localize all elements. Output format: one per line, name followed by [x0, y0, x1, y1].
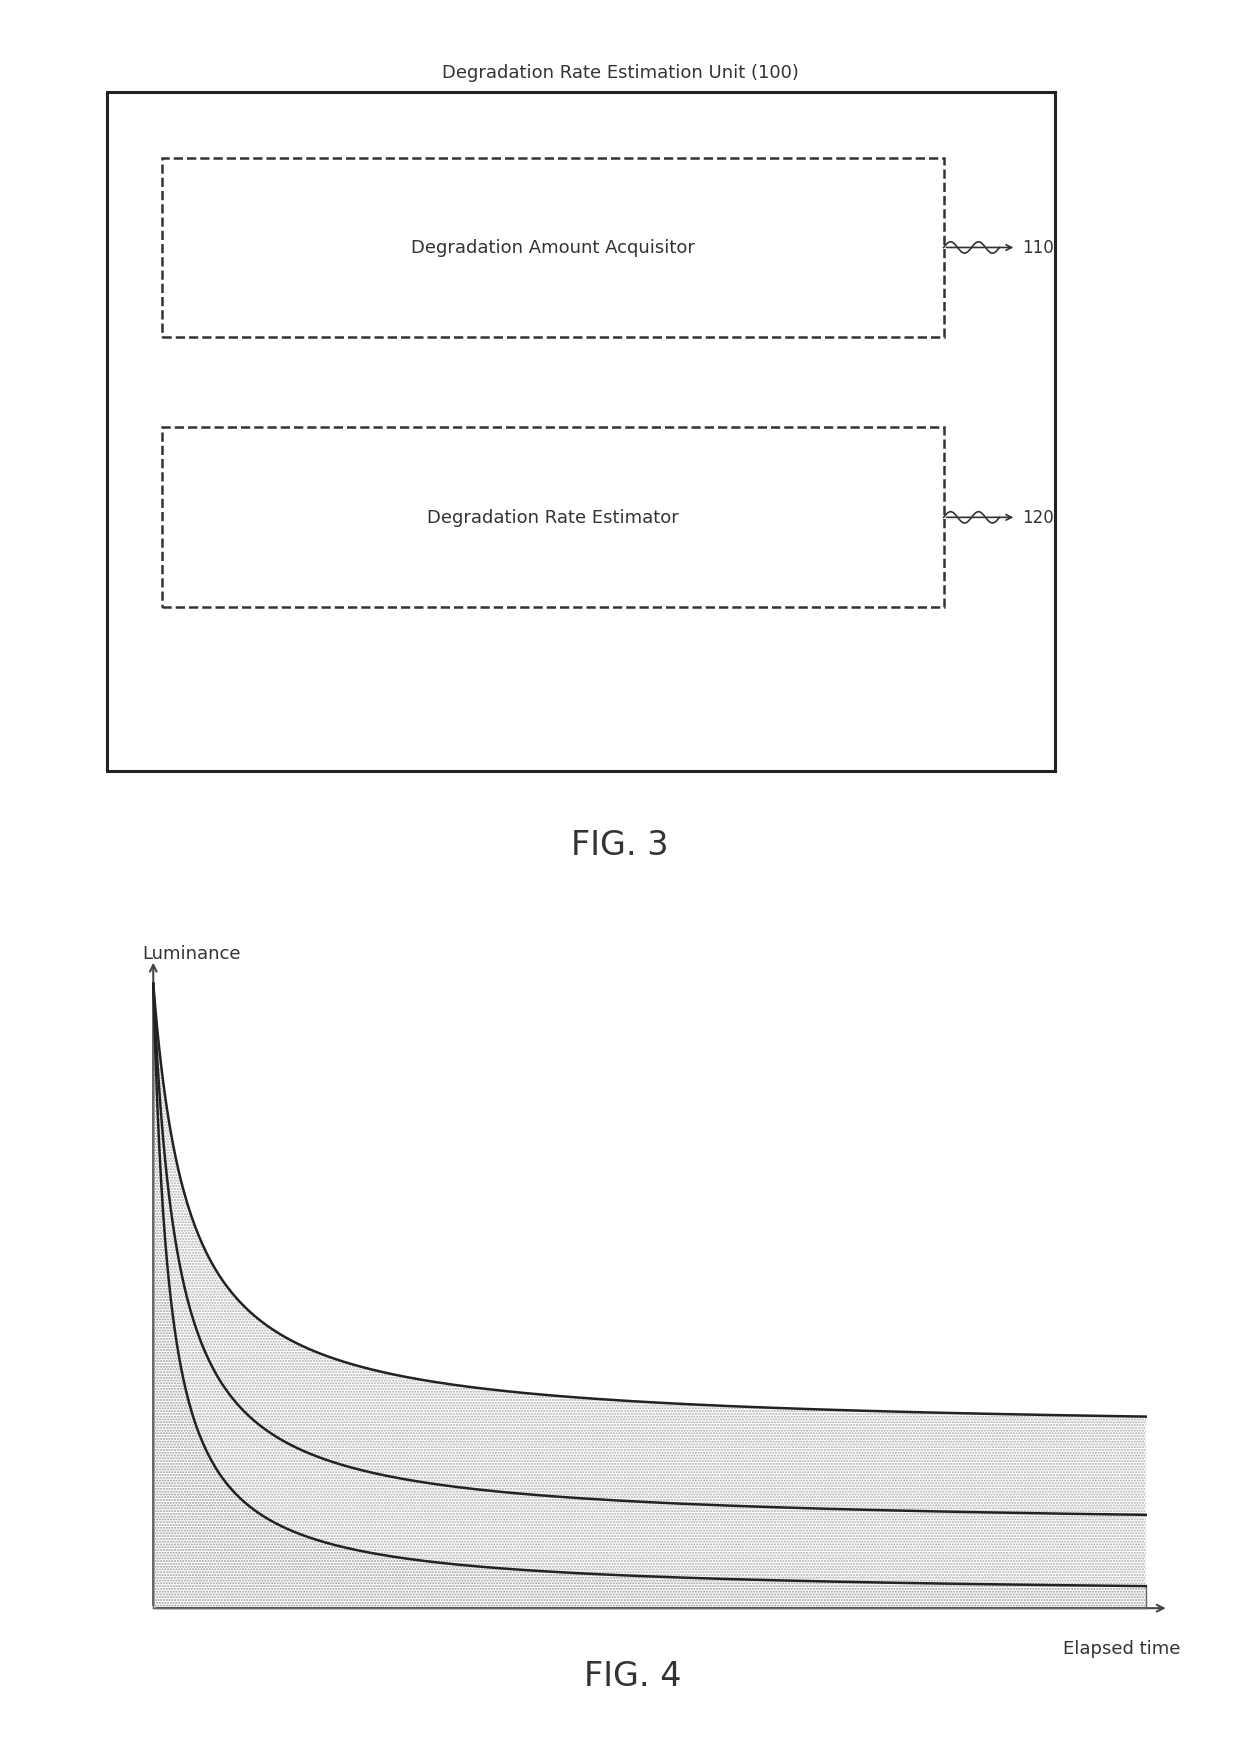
Text: FIG. 3: FIG. 3: [572, 828, 668, 861]
Bar: [162, 428, 944, 609]
Text: Degradation Amount Acquisitor: Degradation Amount Acquisitor: [412, 240, 694, 257]
Bar: [107, 92, 1055, 772]
Bar: [162, 158, 944, 337]
Text: 110: 110: [1022, 240, 1054, 257]
Text: Luminance: Luminance: [141, 944, 241, 962]
Text: 120: 120: [1022, 510, 1054, 527]
Text: FIG. 4: FIG. 4: [584, 1659, 681, 1692]
Text: Elapsed time: Elapsed time: [1063, 1640, 1180, 1657]
Text: Degradation Rate Estimation Unit (100): Degradation Rate Estimation Unit (100): [441, 64, 799, 82]
Text: Degradation Rate Estimator: Degradation Rate Estimator: [427, 510, 680, 527]
